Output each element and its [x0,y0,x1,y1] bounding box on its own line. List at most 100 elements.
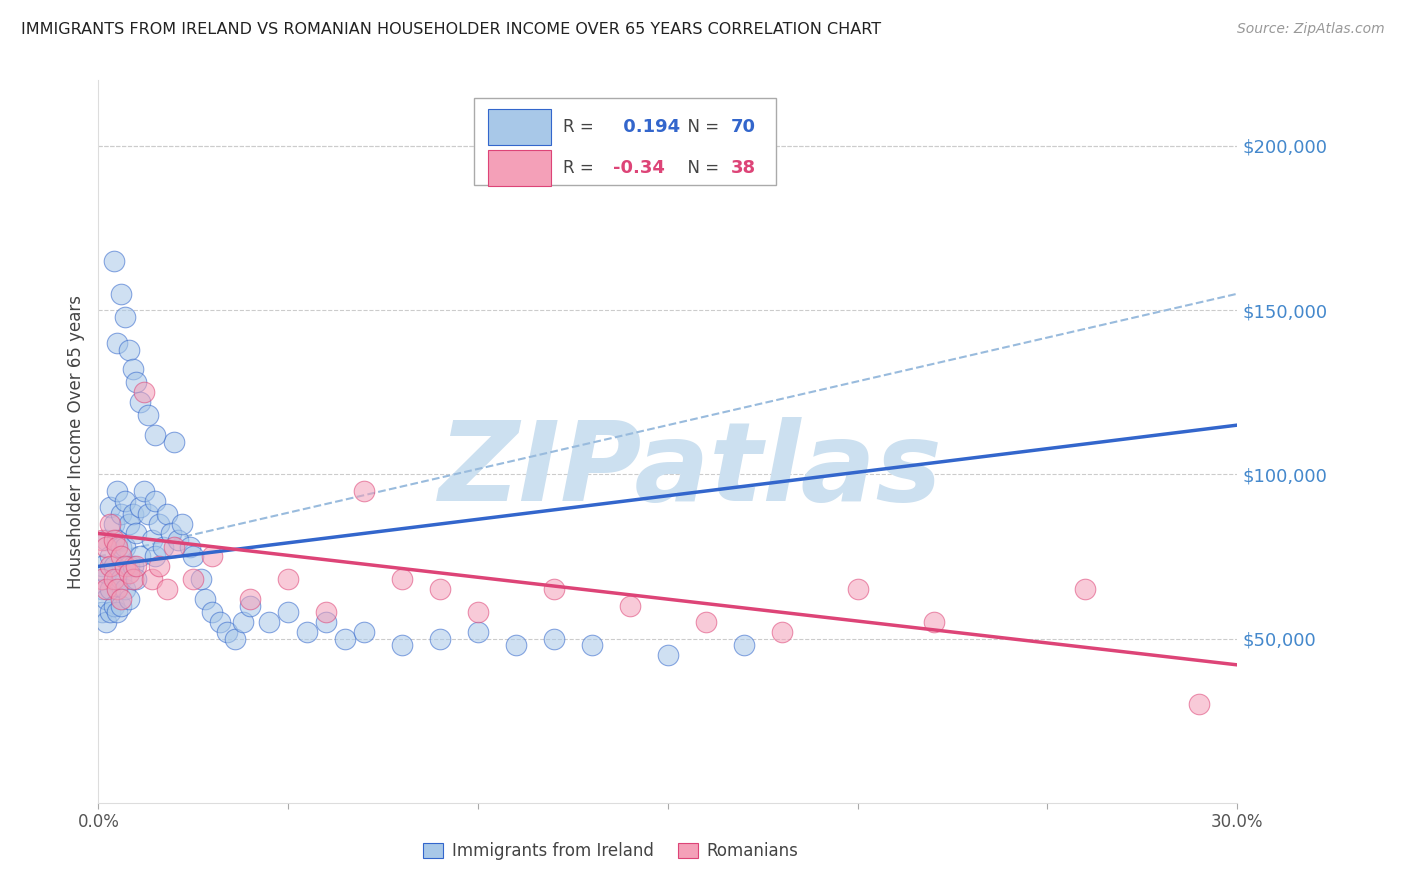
Point [129,549,152,564]
Point [315,605,337,619]
Point [98,582,121,597]
Point [107,540,129,554]
Point [194,592,217,607]
Point [121,507,143,521]
Point [121,559,143,574]
Point [107,573,129,587]
Point [132,483,155,498]
Point [922,615,945,630]
Point [335,632,357,646]
Text: R =: R = [562,160,599,178]
Point [91,605,114,619]
Point [91,559,114,574]
Point [1074,582,1097,597]
Point [167,533,190,547]
Point [107,336,129,351]
Point [145,493,167,508]
Point [114,493,136,508]
Point [429,582,451,597]
Point [103,599,125,613]
Point [110,599,132,613]
Point [94,615,117,630]
Point [770,625,793,640]
Point [107,533,129,547]
Point [232,615,254,630]
Point [467,605,489,619]
Point [277,573,299,587]
Point [543,582,565,597]
Point [183,549,205,564]
Point [94,540,117,554]
Text: IMMIGRANTS FROM IRELAND VS ROMANIAN HOUSEHOLDER INCOME OVER 65 YEARS CORRELATION: IMMIGRANTS FROM IRELAND VS ROMANIAN HOUS… [21,22,882,37]
Point [391,638,413,652]
Point [118,343,141,357]
Point [1188,698,1211,712]
Point [159,526,181,541]
Point [118,566,141,580]
Point [183,573,205,587]
Point [114,540,136,554]
Point [91,573,114,587]
Point [103,533,125,547]
Point [91,582,114,597]
Point [103,573,125,587]
Point [110,549,132,564]
Point [107,582,129,597]
Point [110,573,132,587]
Point [190,573,212,587]
Text: N =: N = [676,160,724,178]
Point [657,648,679,662]
Point [121,573,143,587]
Point [170,516,193,531]
Point [110,286,132,301]
Point [353,483,375,498]
Point [125,559,148,574]
Point [201,605,224,619]
Point [239,599,262,613]
Point [125,376,148,390]
Point [98,516,121,531]
Point [103,516,125,531]
Point [208,615,231,630]
Point [224,632,246,646]
Point [163,434,186,449]
Point [297,625,319,640]
Point [353,625,375,640]
FancyBboxPatch shape [488,151,551,186]
Point [107,605,129,619]
Point [110,592,132,607]
Point [98,605,121,619]
Point [114,310,136,324]
Point [118,559,141,574]
Point [619,599,641,613]
Point [581,638,603,652]
Point [141,573,163,587]
Point [94,533,117,547]
Point [505,638,527,652]
Point [98,559,121,574]
Point [467,625,489,640]
Point [148,559,170,574]
Point [136,507,159,521]
Point [118,592,141,607]
Point [103,559,125,574]
Point [145,428,167,442]
Point [201,549,224,564]
Point [107,483,129,498]
Point [94,582,117,597]
Point [163,540,186,554]
Point [259,615,281,630]
Text: 0.194: 0.194 [617,119,679,136]
FancyBboxPatch shape [474,98,776,185]
Point [141,533,163,547]
Point [179,540,201,554]
Text: Source: ZipAtlas.com: Source: ZipAtlas.com [1237,22,1385,37]
Point [129,395,152,409]
Point [846,582,869,597]
Point [125,526,148,541]
Point [110,507,132,521]
Point [695,615,717,630]
Point [94,566,117,580]
Point [733,638,755,652]
Point [94,592,117,607]
